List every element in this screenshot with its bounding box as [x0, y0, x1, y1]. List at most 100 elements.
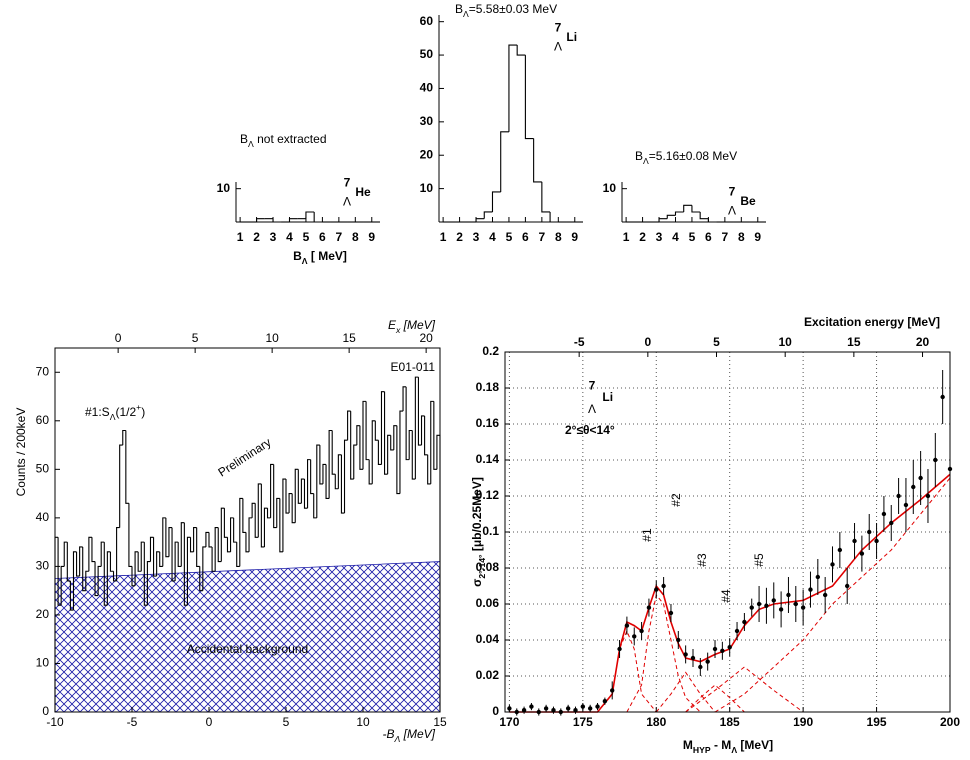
data-point: [881, 511, 887, 517]
preliminary-label: Preliminary: [216, 435, 274, 479]
x-tick-label: 15: [433, 715, 447, 729]
data-point: [933, 457, 938, 463]
histogram-bin: [140, 541, 145, 572]
data-point: [712, 646, 718, 652]
y-tick-label: 60: [420, 14, 434, 28]
histogram-bin: [162, 517, 166, 567]
histogram-bin: [508, 44, 518, 132]
data-point: [756, 601, 762, 607]
histogram-bin: [85, 570, 89, 591]
histogram-bin: [356, 425, 360, 446]
histogram-bin: [310, 459, 314, 495]
histogram-bin: [193, 527, 197, 552]
y-tick-label: 0.2: [482, 344, 499, 358]
histogram-bin: [236, 542, 240, 567]
histogram-bin: [666, 214, 676, 219]
histogram-bin: [276, 497, 280, 528]
histogram-bin: [427, 454, 431, 485]
background-area: [54, 561, 441, 713]
histogram-bin: [223, 508, 228, 538]
histogram-bin: [313, 212, 323, 223]
x-tick-label: 7: [722, 230, 729, 244]
x-tick-label: 7: [336, 230, 343, 244]
histogram-bin: [82, 546, 86, 592]
histogram-bin: [420, 415, 425, 446]
histogram-bin: [331, 430, 336, 475]
y-axis-label: Counts / 200keV: [14, 408, 28, 497]
x-tick-label: 180: [646, 715, 666, 729]
peak-label: #1:SΛ(1/2+): [85, 402, 145, 422]
histogram-bin: [691, 205, 701, 213]
x-tick-label: 185: [720, 715, 740, 729]
data-point: [676, 637, 681, 643]
x-tick-label: 8: [738, 230, 745, 244]
x-tick-label: 0: [206, 715, 213, 729]
histogram-bin: [405, 386, 410, 461]
y-tick-label: 70: [36, 364, 50, 378]
data-point: [830, 562, 835, 567]
x-axis-label-part: [ MeV]: [308, 249, 347, 263]
nucleus-element: Be: [740, 194, 756, 208]
x-tick-label: 9: [571, 230, 578, 244]
data-point: [727, 645, 732, 650]
x2-axis-label-part: x: [395, 325, 401, 335]
y-tick-label: 0.18: [476, 380, 500, 394]
data-point: [771, 598, 776, 603]
x-tick-label: 6: [319, 230, 326, 244]
histogram-bin: [143, 542, 148, 606]
histogram-bin: [149, 536, 154, 562]
data-point: [852, 538, 857, 544]
y-tick-label: 30: [420, 114, 434, 128]
nucleus-hyperon: Λ: [588, 402, 596, 416]
histogram-bin: [171, 527, 176, 582]
data-point: [889, 520, 894, 526]
y-tick-label: 10: [217, 181, 231, 195]
data-point: [654, 587, 659, 592]
x-tick-label: 4: [672, 230, 679, 244]
histogram-bin: [217, 527, 222, 563]
x-tick-label: 200: [940, 715, 960, 729]
data-point: [720, 648, 725, 653]
x-tick-label: 5: [506, 230, 513, 244]
x-tick-label: 2: [456, 230, 463, 244]
x2-tick-label: 15: [847, 335, 861, 349]
y-tick-label: 50: [420, 47, 434, 61]
histogram-bin: [393, 425, 397, 450]
histogram-bin: [199, 566, 203, 592]
histogram-bin: [377, 440, 382, 466]
histogram-bin: [91, 537, 96, 563]
histogram-bin: [380, 391, 385, 465]
histogram-bin: [384, 391, 388, 475]
histogram-bin: [266, 508, 271, 519]
x-tick-label: 195: [867, 715, 887, 729]
histogram-bin: [211, 546, 216, 572]
histogram-bin: [69, 580, 74, 611]
x-tick-label: 6: [705, 230, 712, 244]
annotation-part: =5.16±0.08 MeV: [649, 149, 737, 163]
fit-component: [714, 477, 951, 713]
x2-axis-label: Ex [MeV]: [388, 318, 436, 335]
histogram-bin: [307, 459, 311, 509]
histogram-bin: [359, 425, 363, 470]
histogram-bin: [390, 435, 394, 451]
y-tick-label: 10: [420, 181, 434, 195]
histogram-bin: [475, 218, 485, 222]
x-tick-label: 1: [440, 230, 447, 244]
histogram-bin: [94, 561, 99, 597]
histogram-bin: [97, 565, 102, 596]
x-tick-label: 3: [270, 230, 277, 244]
histogram-bin: [699, 212, 709, 220]
histogram-bin: [533, 138, 542, 183]
histogram-bin: [76, 551, 80, 577]
histogram-bin: [119, 444, 123, 528]
data-point: [808, 587, 813, 592]
annotation: BΛ not extracted: [240, 132, 327, 149]
x-axis-label-part: Λ: [302, 256, 308, 266]
histogram-bin: [239, 497, 243, 567]
nucleus-hyperon: Λ: [728, 204, 736, 218]
peak-label-part: +: [136, 402, 141, 412]
histogram-bin: [483, 211, 493, 219]
x2-tick-label: 20: [916, 335, 930, 349]
histogram-bin: [368, 459, 373, 485]
